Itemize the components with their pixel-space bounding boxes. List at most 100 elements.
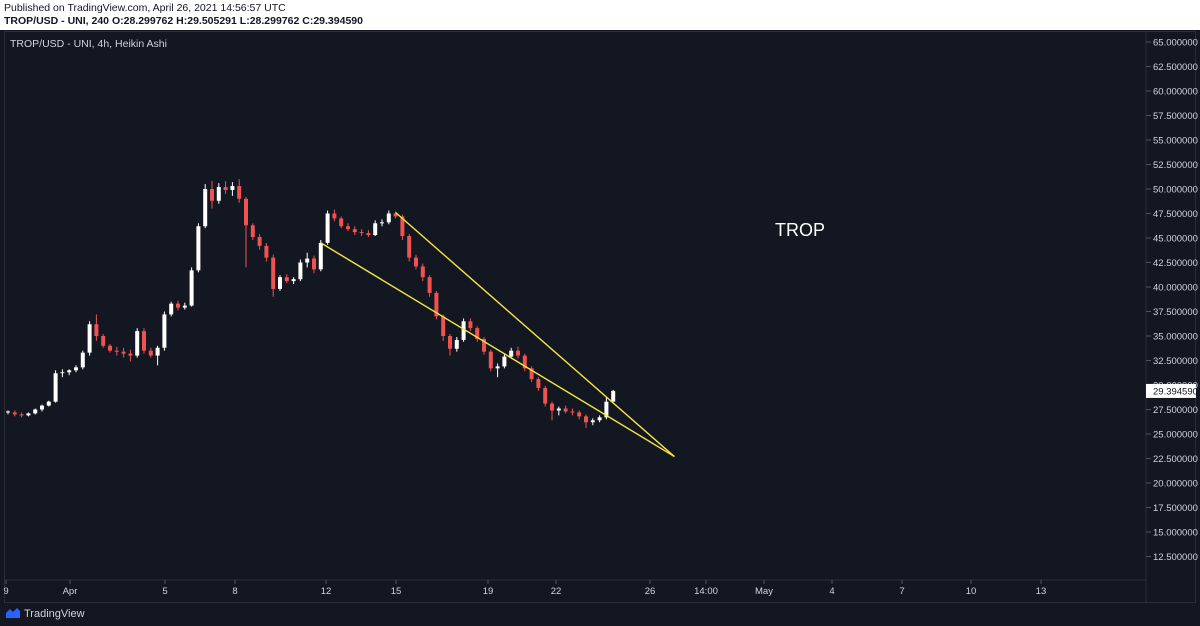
candle-body (189, 270, 194, 306)
candle-body (434, 292, 439, 317)
candle (352, 226, 357, 236)
x-tick-label: 10 (966, 586, 977, 597)
y-tick-label: 65.000000 (1153, 38, 1198, 49)
candle-body (271, 257, 276, 289)
x-tick-label: Apr (63, 586, 78, 597)
candle-body (210, 189, 214, 201)
candle-body (162, 314, 167, 348)
candle-body (155, 347, 160, 356)
candle (216, 183, 221, 204)
candle (87, 321, 92, 356)
x-tick-label: 4 (829, 586, 834, 597)
candle (346, 223, 350, 232)
x-tick-label: 13 (1036, 586, 1047, 597)
candle-body (522, 355, 527, 369)
candle-body (332, 213, 337, 219)
y-tick-label: 45.000000 (1153, 234, 1198, 245)
candle (176, 300, 180, 311)
x-tick-label: May (755, 586, 773, 597)
candle (461, 318, 466, 342)
candle (318, 239, 323, 272)
candle (366, 230, 371, 238)
chart-legend: TROP/USD - UNI, 4h, Heikin Ashi (10, 38, 167, 50)
candle (590, 418, 595, 426)
candle-body (291, 279, 296, 282)
current-price-label: 29.394590 (1153, 386, 1198, 397)
candle-body (312, 258, 316, 270)
candle (278, 275, 282, 291)
wedge-trendline[interactable] (320, 242, 675, 458)
candle (536, 377, 541, 391)
candle-body (67, 370, 72, 373)
candle-body (182, 305, 187, 308)
candle-body (230, 186, 235, 190)
candle-body (475, 328, 480, 339)
candle (19, 412, 24, 418)
candle-body (74, 367, 78, 371)
candle-body (53, 373, 58, 402)
candle (250, 223, 255, 240)
candle-body (584, 416, 588, 423)
candle-body (257, 237, 262, 246)
candle (380, 219, 384, 227)
candle-body (346, 226, 350, 230)
candle (67, 369, 72, 376)
candle-body (563, 408, 568, 412)
candle (128, 349, 133, 362)
candle (53, 370, 58, 403)
candle (284, 274, 289, 284)
y-tick-label: 20.000000 (1153, 479, 1198, 490)
tradingview-brand: TradingView (24, 608, 85, 620)
y-tick-label: 27.500000 (1153, 405, 1198, 416)
candle (312, 255, 316, 274)
candle-body (223, 187, 228, 190)
candle (434, 290, 439, 320)
candle (502, 353, 507, 369)
candle-body (366, 233, 371, 236)
candle (12, 410, 17, 417)
candle (244, 196, 248, 268)
candle-body (448, 336, 452, 349)
candle (448, 334, 452, 356)
candle-body (60, 372, 65, 374)
candle (550, 401, 554, 421)
candle-body (108, 345, 112, 351)
candle (182, 302, 187, 310)
y-tick-label: 40.000000 (1153, 283, 1198, 294)
candle (373, 220, 378, 237)
y-tick-label: 47.500000 (1153, 209, 1198, 220)
candle-body (216, 187, 221, 201)
candle (223, 181, 228, 194)
candle-body (284, 277, 289, 282)
candle (305, 252, 310, 268)
x-tick-label: 7 (899, 586, 904, 597)
candle (516, 346, 520, 359)
candle-body (264, 245, 269, 258)
candle-body (169, 303, 174, 315)
y-tick-label: 17.500000 (1153, 503, 1198, 514)
y-tick-label: 32.500000 (1153, 356, 1198, 367)
candle (162, 311, 167, 351)
candle-body (87, 324, 92, 353)
y-tick-label: 60.000000 (1153, 87, 1198, 98)
candle-body (380, 222, 384, 224)
candle-body (148, 350, 153, 356)
candle-body (176, 303, 180, 308)
wedge-trendline[interactable] (395, 211, 675, 458)
candle (420, 263, 425, 282)
candle-body (441, 316, 446, 336)
candle-body (597, 417, 602, 421)
x-tick-label: 5 (162, 586, 167, 597)
candle-body (454, 339, 459, 349)
chart-pane[interactable] (4, 31, 1196, 603)
candle (563, 405, 568, 414)
candle (482, 336, 486, 355)
candle-body (495, 366, 500, 369)
candle (108, 343, 112, 353)
candle-body (196, 226, 201, 271)
x-tick-label: 26 (645, 586, 656, 597)
candle (488, 349, 493, 372)
candle-body (407, 236, 412, 258)
chart-annotation-text[interactable]: TROP (775, 220, 825, 240)
